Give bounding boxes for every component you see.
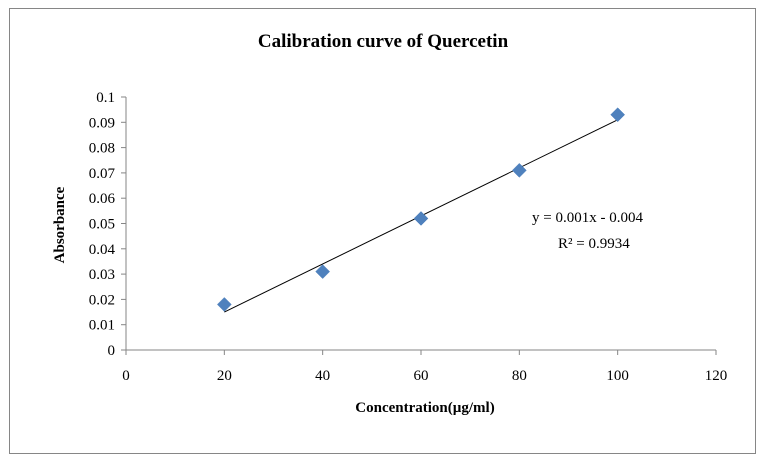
y-tick-label: 0.03 bbox=[89, 267, 115, 283]
x-tick-label: 80 bbox=[512, 368, 527, 384]
y-axis-label: Absorbance bbox=[52, 186, 68, 263]
y-tick-label: 0.02 bbox=[89, 292, 115, 308]
y-tick-label: 0.1 bbox=[96, 90, 115, 106]
x-tick-label: 60 bbox=[414, 368, 429, 384]
r-squared-label: R² = 0.9934 bbox=[558, 236, 630, 252]
x-tick-label: 40 bbox=[315, 368, 330, 384]
data-point-diamond bbox=[610, 107, 626, 123]
y-tick-label: 0.07 bbox=[89, 166, 116, 182]
data-point-diamond bbox=[413, 211, 429, 226]
y-tick-label: 0.04 bbox=[89, 242, 116, 258]
axes: 0 0.01 0.02 0.03 0.04 0.05 0.06 0.07 0.08 0.09 0.1… bbox=[89, 90, 728, 384]
y-tick-label: 0 bbox=[108, 343, 116, 359]
data-point-diamond bbox=[216, 297, 232, 312]
x-tick-label: 0 bbox=[122, 368, 130, 384]
y-tick-label: 0.09 bbox=[89, 115, 115, 131]
y-tick-label: 0.08 bbox=[89, 141, 115, 157]
data-point-diamond bbox=[511, 163, 527, 178]
x-tick-label: 120 bbox=[705, 368, 728, 384]
y-tick-label: 0.01 bbox=[89, 318, 115, 334]
chart-frame bbox=[9, 8, 756, 454]
chart-title: Calibration curve of Quercetin bbox=[258, 31, 509, 52]
x-tick-label: 20 bbox=[217, 368, 232, 384]
x-tick-label: 100 bbox=[606, 368, 629, 384]
trendline-equation: y = 0.001x - 0.004 bbox=[532, 210, 643, 226]
y-tick-label: 0.06 bbox=[89, 191, 116, 207]
data-point-diamond bbox=[315, 264, 331, 279]
x-axis-label: Concentration(µg/ml) bbox=[355, 400, 494, 416]
data-points bbox=[216, 107, 626, 312]
y-tick-label: 0.05 bbox=[89, 217, 115, 233]
